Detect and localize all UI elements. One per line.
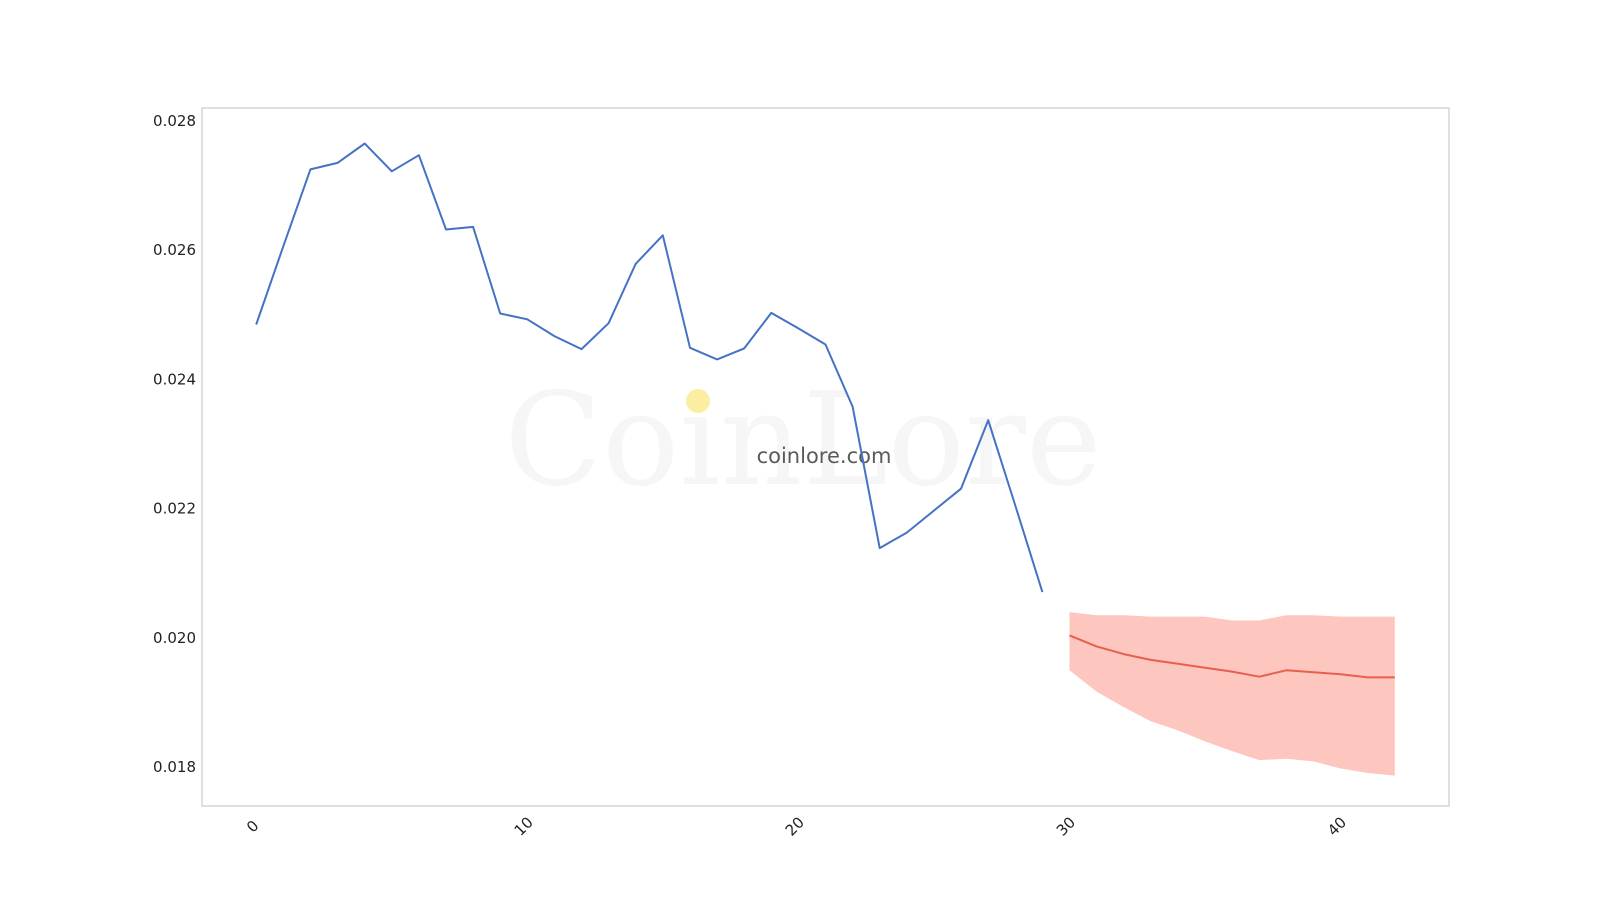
forecast-confidence-band [1069,612,1395,776]
x-tick-label: 0 [243,817,262,836]
y-tick-label: 0.024 [153,370,196,388]
y-tick-label: 0.018 [153,758,196,776]
watermark-brand: CoinLore [504,366,1101,515]
x-tick-label: 40 [1324,813,1350,839]
y-tick-label: 0.020 [153,629,196,647]
x-tick-label: 20 [782,813,808,839]
series-layer [255,142,1395,679]
y-tick-label: 0.026 [153,241,196,259]
plot-frame [201,107,1450,807]
watermark: CoinLore coinlore.com [504,366,1101,515]
forecast-line [1069,634,1395,679]
y-tick-label: 0.028 [153,112,196,130]
y-axis-ticks: 0.018 0.020 0.022 0.024 0.026 0.028 [153,112,196,776]
watermark-dot [686,389,710,413]
x-tick-label: 10 [511,813,537,839]
x-axis-ticks: 0 10 20 30 40 [243,813,1350,839]
watermark-site: coinlore.com [757,444,892,468]
y-tick-label: 0.022 [153,500,196,518]
x-tick-label: 30 [1053,813,1079,839]
history-line [255,142,1044,593]
forecast-band-layer [1069,612,1395,776]
